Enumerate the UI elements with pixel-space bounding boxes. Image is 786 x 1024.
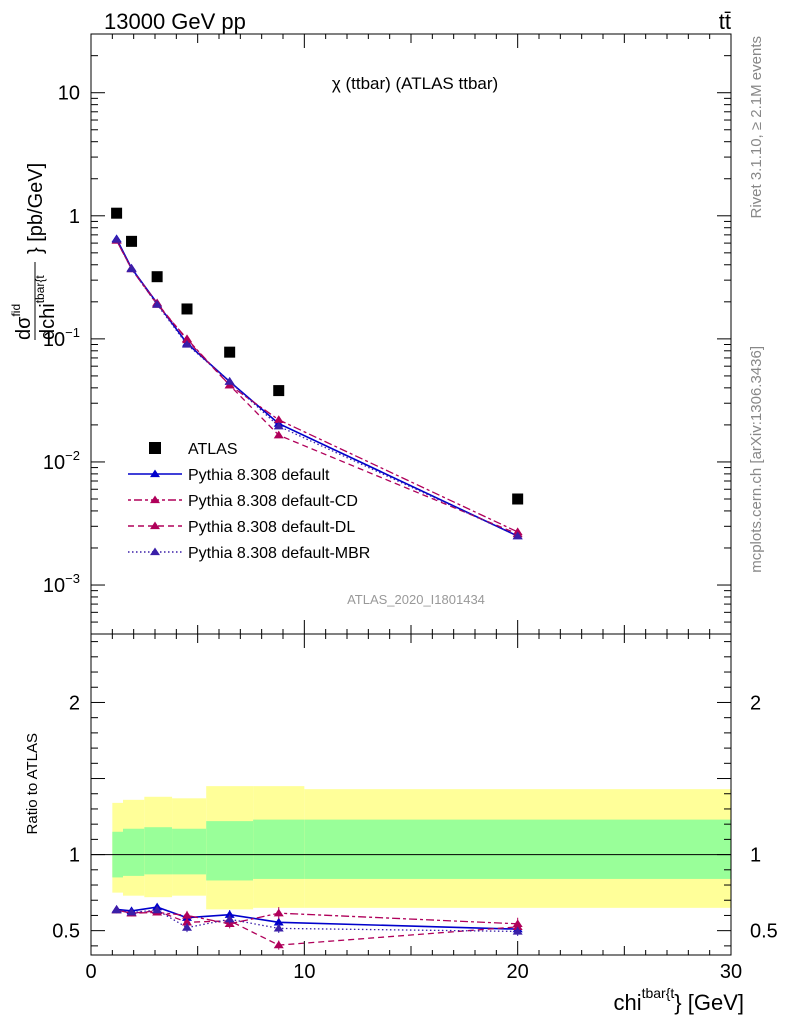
series-marker-ratio: [111, 905, 122, 914]
legend-marker: [150, 495, 160, 504]
x-axis-label-tail: } [GeV]: [674, 990, 744, 1015]
series-marker-ratio: [182, 910, 192, 919]
ratio-tick-label-right: 2: [750, 692, 761, 714]
data-point: [111, 207, 123, 219]
series-marker-main: [273, 430, 284, 439]
legend-marker: [150, 521, 160, 530]
series-marker-main: [182, 340, 192, 348]
series-layer: [111, 207, 524, 950]
ticks-layer: 0 10 20 30 10 1 10−1 10−2 10−3 2 2 1 1 0.5 0.5: [43, 33, 778, 983]
band-inner: [206, 821, 254, 881]
legend: ATLAS Pythia 8.308 default Pythia 8.308 de…: [128, 441, 370, 562]
y-axis-label-main: dσfid dchitbar{t } [pb/GeV]: [9, 163, 59, 340]
series-marker-ratio: [273, 908, 284, 917]
legend-marker: [149, 442, 161, 454]
series-line-main: [116, 240, 518, 533]
x-axis-label-sup: tbar{t: [642, 985, 675, 1001]
legend-label: Pythia 8.308 default-MBR: [188, 545, 370, 562]
ratio-tick-label-right: 1: [750, 845, 761, 867]
data-point: [273, 385, 285, 397]
data-point: [224, 346, 236, 358]
ratio-tick-label: 2: [69, 692, 80, 714]
series-marker-main: [512, 531, 523, 540]
ratio-bands: [112, 786, 731, 910]
y-axis-label-denominator: dchitbar{t: [33, 275, 59, 340]
band-inner: [172, 828, 207, 875]
data-point: [126, 235, 138, 247]
band-inner: [144, 827, 173, 875]
y-tick-label: 1: [69, 206, 80, 228]
band-inner: [253, 819, 305, 879]
band-inner: [123, 828, 145, 876]
legend-label: Pythia 8.308 default-DL: [188, 519, 355, 536]
series-marker-main: [126, 264, 137, 273]
main-plot-frame: [90, 33, 732, 635]
y-axis-label-numerator: dσfid: [9, 304, 35, 340]
x-axis-label: chitbar{t} [GeV]: [613, 985, 744, 1015]
y-tick-label: 10: [58, 83, 80, 105]
series-marker-main: [273, 421, 284, 430]
series-marker-ratio: [182, 917, 192, 926]
series-marker-ratio: [224, 914, 235, 923]
series-line-main: [115, 238, 519, 537]
y-axis-label-tail: } [pb/GeV]: [25, 163, 47, 254]
legend-marker: [150, 547, 160, 556]
series-marker-main: [152, 300, 163, 308]
header-left: 13000 GeV pp: [104, 9, 246, 34]
legend-label: Pythia 8.308 default-CD: [188, 493, 358, 510]
header-right: tt̄: [719, 9, 731, 34]
x-tick-label: 0: [85, 961, 96, 983]
legend-marker: [150, 469, 160, 478]
ratio-tick-label: 1: [69, 845, 80, 867]
series-marker-main: [273, 415, 284, 423]
legend-entry: Pythia 8.308 default-MBR: [128, 545, 370, 562]
series-marker-ratio: [512, 922, 523, 931]
series-marker-ratio: [512, 926, 523, 935]
series-line-ratio: [116, 909, 518, 925]
legend-label: Pythia 8.308 default: [188, 467, 330, 484]
legend-entry: Pythia 8.308 default-CD: [128, 493, 358, 510]
y-tick-label: 10−3: [43, 571, 80, 597]
legend-label: ATLAS: [188, 441, 238, 458]
plot-title: χ (ttbar) (ATLAS ttbar): [332, 74, 498, 93]
data-point: [181, 303, 193, 315]
series-marker-ratio: [152, 905, 163, 914]
side-label-top: Rivet 3.1.10, ≥ 2.1M events: [748, 36, 765, 219]
series-marker-ratio: [273, 917, 284, 926]
y-tick-label: 10−1: [43, 325, 80, 351]
x-tick-label: 10: [293, 961, 315, 983]
x-tick-label: 20: [507, 961, 529, 983]
ratio-tick-label-right: 0.5: [750, 921, 778, 943]
ratio-axis-label: Ratio to ATLAS: [24, 733, 41, 834]
data-point: [512, 493, 524, 505]
series-marker-ratio: [224, 910, 235, 918]
watermark: ATLAS_2020_I1801434: [347, 592, 485, 607]
series-marker-ratio: [273, 940, 284, 949]
ratio-tick-label: 0.5: [52, 921, 80, 943]
series-marker-main: [182, 335, 192, 344]
series-3: [111, 235, 523, 936]
legend-entry: Pythia 8.308 default-DL: [128, 519, 355, 536]
series-line-main: [116, 240, 518, 535]
series-marker-ratio: [273, 923, 284, 932]
legend-entry: Pythia 8.308 default: [128, 467, 330, 484]
band-inner: [304, 819, 731, 879]
data-point: [151, 271, 163, 283]
series-marker-main: [111, 235, 122, 243]
series-marker-ratio: [126, 907, 137, 916]
data-series: [111, 207, 524, 505]
series-line-main: [116, 239, 518, 537]
side-label-bottom: mcplots.cern.ch [arXiv:1306.3436]: [748, 346, 765, 573]
legend-entry: ATLAS: [149, 441, 238, 458]
x-axis-label-main: chi: [613, 990, 641, 1015]
series-marker-main: [224, 377, 235, 385]
series-marker-ratio: [182, 923, 192, 931]
x-tick-label: 30: [720, 961, 742, 983]
y-tick-label: 10−2: [43, 448, 80, 474]
